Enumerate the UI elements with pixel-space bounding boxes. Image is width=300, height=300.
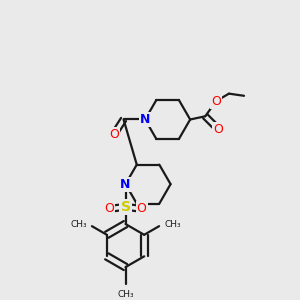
Text: N: N [140,113,150,126]
Text: O: O [213,123,223,136]
Text: S: S [121,200,130,214]
Text: CH₃: CH₃ [117,290,134,299]
Text: O: O [211,95,221,108]
Text: O: O [137,202,147,215]
Text: N: N [120,178,131,190]
Text: O: O [109,128,119,141]
Text: CH₃: CH₃ [164,220,181,229]
Text: O: O [104,202,114,215]
Text: CH₃: CH₃ [70,220,87,229]
